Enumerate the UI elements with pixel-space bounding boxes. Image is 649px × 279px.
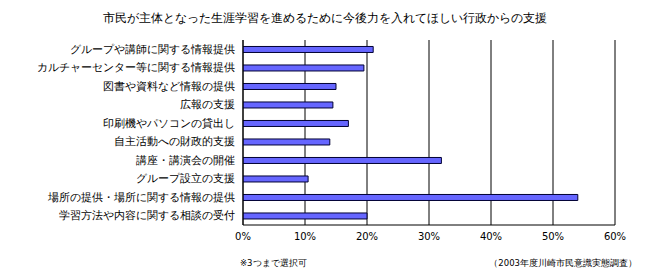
svg-text:自主活動への財政的支援: 自主活動への財政的支援 bbox=[114, 135, 235, 147]
svg-text:60%: 60% bbox=[604, 231, 626, 242]
svg-text:印刷機やパソコンの貸出し: 印刷機やパソコンの貸出し bbox=[103, 117, 235, 129]
html-text:市民が主体となった生涯学習を進めるために今後力を入れてほしい: 市民が主体となった生涯学習を進めるために今後力を入れてほしい行政からの支援 bbox=[102, 11, 547, 25]
svg-text:40%: 40% bbox=[480, 231, 502, 242]
svg-text:学習方法や内容に関する相談の受付: 学習方法や内容に関する相談の受付 bbox=[59, 209, 235, 222]
svg-text:場所の提供・場所に関する情報の提供: 場所の提供・場所に関する情報の提供 bbox=[47, 191, 235, 204]
svg-text:講座・講演会の開催: 講座・講演会の開催 bbox=[136, 154, 235, 166]
svg-text:グループ設立の支援: グループ設立の支援 bbox=[136, 172, 235, 184]
svg-text:30%: 30% bbox=[418, 231, 440, 242]
svg-text:図書や資料など情報の提供: 図書や資料など情報の提供 bbox=[103, 80, 235, 92]
html-text:※3つまで選択可: ※3つまで選択可 bbox=[240, 258, 307, 268]
svg-text:0%: 0% bbox=[235, 231, 251, 242]
svg-text:10%: 10% bbox=[294, 231, 316, 242]
svg-text:20%: 20% bbox=[356, 231, 378, 242]
html-text:（2003年度川崎市民意識実態調査）: （2003年度川崎市民意識実態調査） bbox=[489, 258, 637, 268]
svg-text:グループや講師に関する情報提供: グループや講師に関する情報提供 bbox=[70, 43, 235, 56]
svg-text:カルチャーセンター等に関する情報提供: カルチャーセンター等に関する情報提供 bbox=[37, 61, 235, 74]
svg-text:50%: 50% bbox=[542, 231, 564, 242]
svg-text:広報の支援: 広報の支援 bbox=[180, 98, 235, 110]
